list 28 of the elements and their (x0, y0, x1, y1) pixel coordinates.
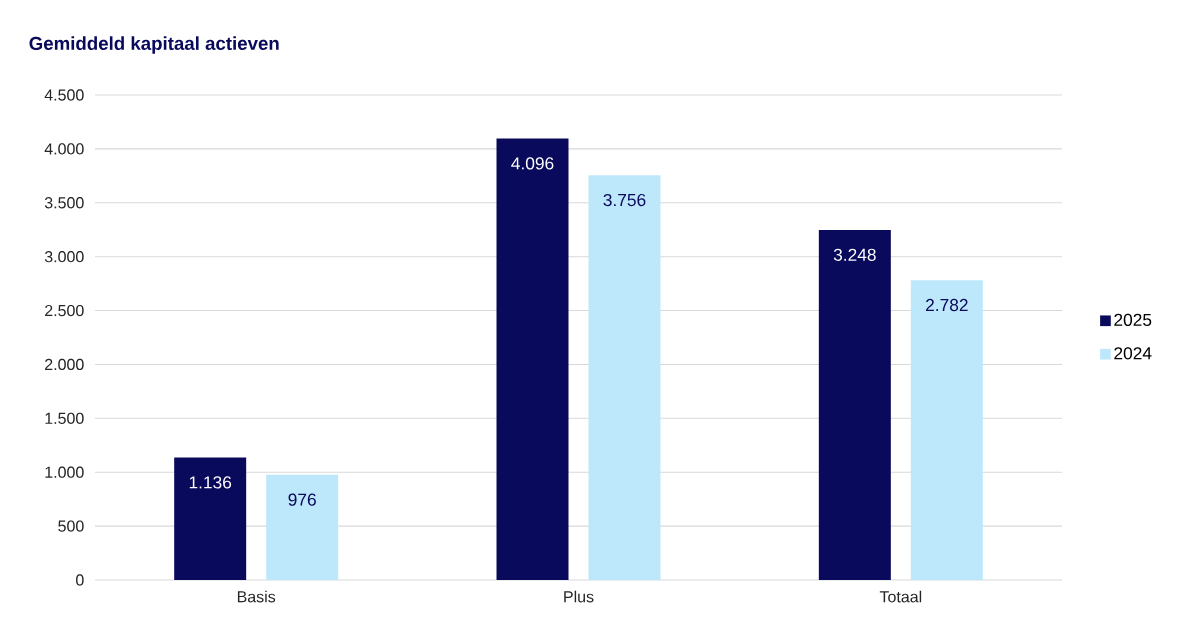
data-label: 4.096 (511, 157, 554, 170)
y-tick-label: 3.000 (44, 251, 84, 263)
data-label: 3.756 (603, 193, 646, 207)
y-tick-label: 1.000 (45, 466, 84, 478)
bar (818, 229, 891, 580)
bar (588, 175, 661, 580)
y-tick-label: 2.500 (45, 304, 84, 317)
y-tick-label: 1.500 (45, 412, 84, 424)
y-tick-label: 3.500 (44, 197, 84, 209)
x-tick-label: Totaal (879, 590, 922, 603)
legend-label: 2024 (1114, 347, 1152, 360)
x-tick-label: Basis (237, 590, 276, 603)
y-tick-label: 500 (58, 520, 84, 532)
y-tick-label: 4.000 (44, 143, 84, 155)
y-tick-label: 2.000 (45, 358, 84, 371)
y-tick-label: 0 (76, 574, 84, 586)
data-label: 3.248 (833, 248, 876, 261)
bar (174, 457, 247, 580)
data-label: 976 (288, 493, 316, 506)
data-label: 2.782 (926, 298, 968, 312)
y-tick-label: 4.500 (44, 89, 84, 101)
bar (910, 280, 983, 580)
data-label: 1.136 (189, 476, 232, 489)
bar (496, 138, 569, 580)
chart-title: Gemiddeld kapitaal actieven (29, 36, 279, 54)
legend-label: 2025 (1114, 313, 1152, 326)
x-tick-label: Plus (564, 590, 594, 603)
bar (266, 474, 339, 580)
